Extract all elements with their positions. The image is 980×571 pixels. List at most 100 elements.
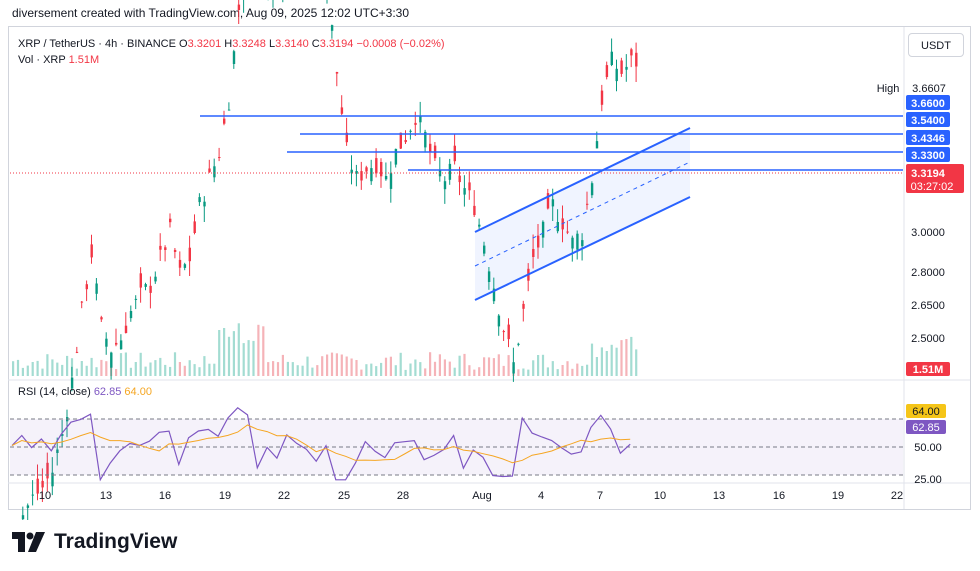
volume-bar: [483, 357, 486, 376]
candle-body: [139, 273, 142, 288]
volume-bar: [267, 362, 270, 376]
volume-bar: [100, 359, 103, 376]
candle-body: [473, 205, 476, 216]
candle-body: [26, 505, 30, 508]
high-label: High: [877, 83, 900, 95]
volume-bar: [507, 355, 510, 376]
channel-lower-line: [474, 196, 691, 301]
open-value: 3.3201: [187, 38, 222, 50]
volume-bar: [119, 353, 123, 376]
volume-bar: [154, 360, 157, 376]
volume-bar: [419, 362, 422, 376]
volume-tag: [906, 362, 950, 376]
candle-body: [183, 264, 187, 268]
level-price-tag: [906, 147, 950, 162]
price-axis-tick-label: 2.8000: [911, 267, 945, 279]
candle-body: [384, 176, 388, 180]
candle-body: [218, 157, 221, 158]
volume-bar: [399, 352, 402, 376]
candle-body: [448, 163, 452, 180]
candle-body: [198, 197, 201, 203]
candle-body: [404, 140, 407, 143]
volume-bar: [321, 356, 324, 376]
candle-body: [46, 462, 49, 479]
candle-body: [502, 331, 505, 333]
volume-bar: [335, 353, 338, 376]
volume-bar: [159, 357, 162, 376]
candle-body: [95, 283, 98, 294]
candle-body: [625, 66, 628, 70]
volume-bar: [556, 369, 559, 376]
candle-body: [31, 494, 34, 496]
volume-bar: [571, 368, 574, 376]
candle-body: [468, 182, 471, 191]
volume-bar: [330, 352, 334, 376]
volume-bar: [223, 328, 226, 376]
volume-bar: [384, 357, 388, 376]
price-chart[interactable]: 3.0000 2.8000 2.6500 2.5000 High 3.6607 3.6600…: [0, 0, 980, 520]
volume-bar: [590, 343, 594, 376]
candle-body: [41, 480, 44, 488]
volume-bar: [468, 365, 471, 376]
change-value: −0.0008 (−0.02%): [356, 38, 445, 50]
candle-body: [576, 233, 579, 250]
volume-bar: [46, 354, 49, 376]
volume-bar: [193, 364, 196, 376]
candle-body: [551, 199, 555, 207]
low-value: 3.3140: [275, 38, 309, 50]
candle-body: [620, 60, 623, 74]
volume-bar: [105, 361, 108, 376]
candle-body: [532, 249, 535, 257]
volume-bar: [169, 366, 172, 376]
volume-bar: [497, 354, 500, 376]
candle-body: [537, 235, 540, 248]
volume-bar: [262, 326, 265, 376]
rsi-value-tag-label: 62.85: [912, 422, 940, 434]
volume-bar: [66, 355, 69, 376]
channel-fill: [475, 128, 690, 300]
volume-bar: [615, 347, 618, 376]
volume-bar: [51, 359, 54, 376]
candle-body: [600, 90, 604, 105]
volume-bar: [198, 367, 201, 376]
chart-caption: diversement created with TradingView.com…: [12, 6, 410, 20]
level-price-tag: [906, 130, 950, 145]
candle-body: [90, 244, 93, 258]
candle-body: [365, 167, 368, 172]
volume-bar: [365, 364, 368, 376]
volume-bar: [620, 340, 623, 376]
volume-bar: [95, 367, 98, 376]
candle-body: [144, 284, 147, 287]
candle-body: [208, 168, 211, 173]
candle-body: [497, 315, 501, 327]
candle-body: [80, 301, 84, 303]
channel-upper-line: [474, 127, 691, 233]
volume-bar: [340, 354, 343, 376]
volume-bar: [232, 331, 235, 376]
candle-body: [443, 181, 447, 190]
volume-bar: [41, 368, 44, 376]
time-axis-tick-label: 19: [832, 490, 844, 502]
candle-body: [566, 231, 569, 233]
volume-bar: [522, 368, 525, 376]
volume-bar: [129, 367, 132, 376]
candle-body: [635, 52, 638, 67]
time-axis-tick-label: 4: [538, 490, 544, 502]
candle-body: [223, 118, 226, 124]
candle-body: [610, 51, 613, 65]
candle-body: [330, 25, 334, 31]
candle-body: [394, 148, 398, 165]
time-axis-tick-label: Aug: [472, 490, 492, 502]
candle-body: [463, 188, 466, 195]
rsi-ma-value: 64.00: [124, 386, 152, 398]
candle-body: [399, 132, 402, 149]
candle-body: [414, 122, 417, 125]
volume-bar: [605, 351, 608, 376]
high-value: 3.3248: [232, 38, 266, 50]
currency-unit-button[interactable]: USDT: [908, 33, 964, 57]
rsi-ma-tag: [906, 404, 946, 418]
volume-bar: [610, 344, 613, 376]
brand-name: TradingView: [54, 530, 178, 553]
candle-body: [478, 224, 481, 227]
time-axis-tick-label: 10: [654, 490, 666, 502]
